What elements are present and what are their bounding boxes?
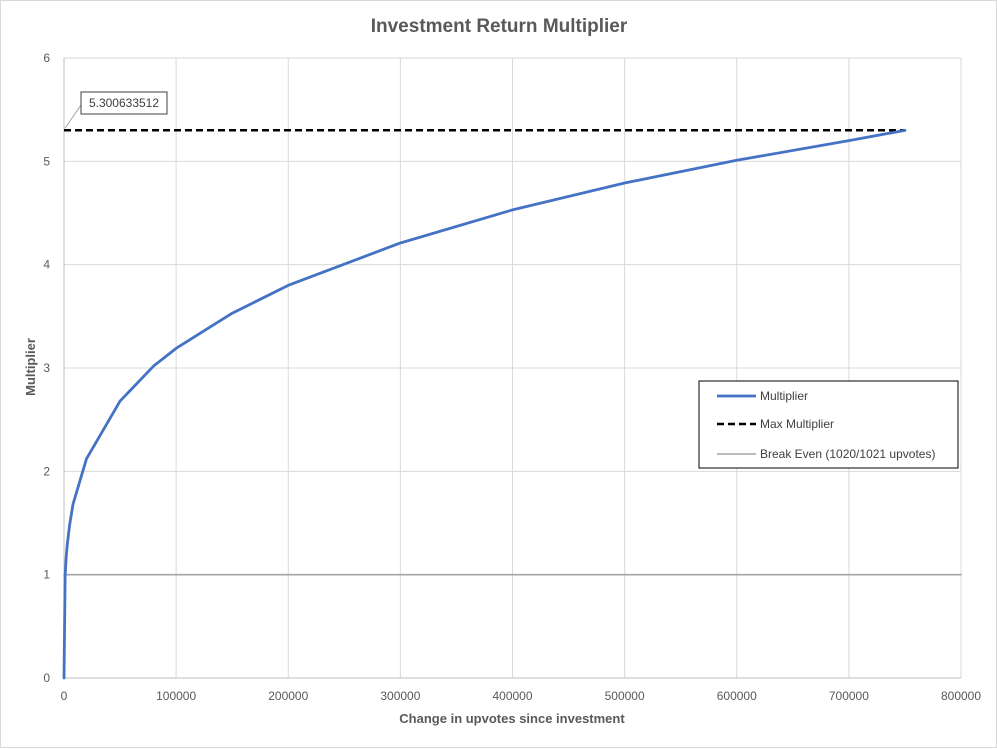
y-tick-label: 1 bbox=[43, 568, 50, 582]
x-axis-title: Change in upvotes since investment bbox=[399, 711, 625, 726]
legend-label: Max Multiplier bbox=[760, 417, 834, 431]
chart-title: Investment Return Multiplier bbox=[371, 16, 628, 37]
y-tick-label: 0 bbox=[43, 671, 50, 685]
x-tick-label: 500000 bbox=[605, 689, 645, 703]
y-tick-label: 3 bbox=[43, 361, 50, 375]
x-tick-label: 800000 bbox=[941, 689, 981, 703]
x-tick-label: 600000 bbox=[717, 689, 757, 703]
y-tick-label: 2 bbox=[43, 464, 50, 478]
callout-box bbox=[80, 91, 168, 115]
x-tick-label: 700000 bbox=[829, 689, 869, 703]
y-tick-label: 5 bbox=[43, 154, 50, 168]
x-tick-label: 0 bbox=[61, 689, 68, 703]
y-tick-label: 6 bbox=[43, 51, 50, 65]
x-tick-label: 300000 bbox=[380, 689, 420, 703]
x-tick-label: 400000 bbox=[492, 689, 532, 703]
x-tick-label: 100000 bbox=[156, 689, 196, 703]
callout-label: 5.300633512 bbox=[89, 96, 159, 110]
y-tick-label: 4 bbox=[43, 258, 50, 272]
gridlines bbox=[64, 57, 962, 678]
legend-label: Multiplier bbox=[760, 389, 808, 403]
legend-label: Break Even (1020/1021 upvotes) bbox=[760, 447, 935, 461]
legend: Multiplier Max Multiplier Break Even (1020… bbox=[698, 380, 959, 469]
x-tick-label: 200000 bbox=[268, 689, 308, 703]
y-axis-title: Multiplier bbox=[23, 338, 38, 396]
callout-leader-line bbox=[64, 104, 82, 129]
axes: 0 1 2 3 4 5 6 0 100000 200000 300000 400000 500000 60… bbox=[43, 51, 981, 703]
series-lines bbox=[62, 128, 962, 680]
annotations: 5.300633512 bbox=[64, 91, 168, 129]
series-line-multiplier bbox=[62, 128, 907, 680]
